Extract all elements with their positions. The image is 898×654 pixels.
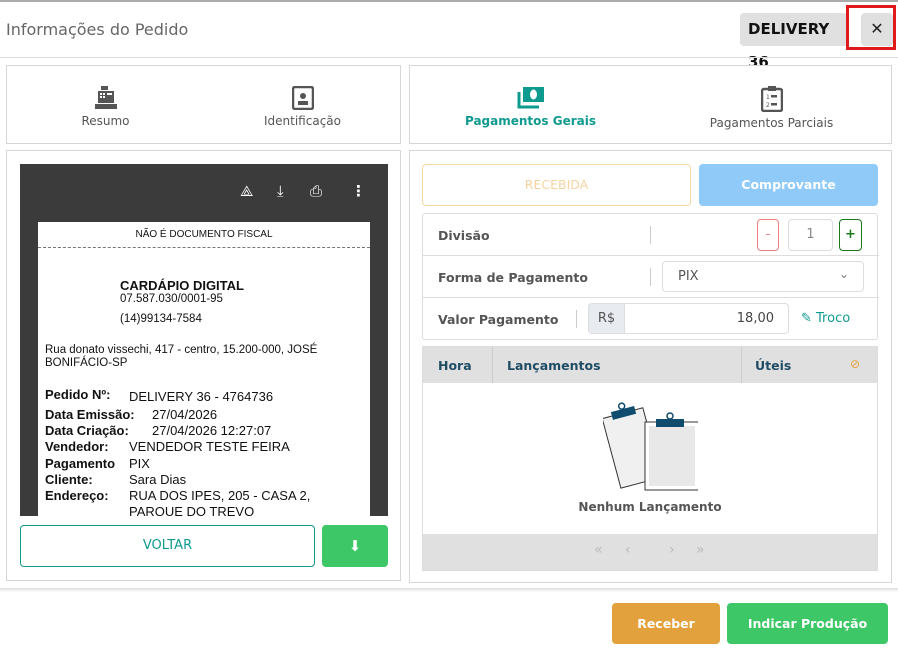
separator xyxy=(650,226,651,244)
forma-select[interactable]: PIX ⌄ xyxy=(662,261,864,292)
eye-slash-icon[interactable]: ⊘ xyxy=(850,357,861,371)
table-header: Hora Lançamentos Úteis ⊘ xyxy=(423,347,877,383)
field-value: 27/04/2026 12:27:07 xyxy=(152,423,272,438)
field-value: PIX xyxy=(129,456,150,471)
separator xyxy=(650,268,651,286)
print-icon[interactable]: ⎙ xyxy=(310,182,323,200)
field-value: Sara Dias xyxy=(129,472,187,487)
forma-value: PIX xyxy=(678,269,699,284)
field-label: Vendedor: xyxy=(45,439,109,454)
indicar-producao-button[interactable]: Indicar Produção xyxy=(727,603,888,644)
footer-divider xyxy=(0,588,898,592)
field-label: Cliente: xyxy=(45,472,93,487)
cash-register-icon xyxy=(94,86,117,109)
company-cnpj: 07.587.030/0001-95 xyxy=(120,293,223,305)
clipboard-list-icon: 12 xyxy=(760,86,783,112)
pager: « ‹ › » xyxy=(423,534,877,570)
col-divider xyxy=(741,347,742,383)
edit-note-icon: ✎ xyxy=(801,311,817,326)
tab-label: Pagamentos Gerais xyxy=(464,114,596,128)
last-page-button[interactable]: » xyxy=(696,542,705,558)
modal-title: Informações do Pedido xyxy=(6,20,189,39)
col-hora: Hora xyxy=(438,358,472,373)
recebida-button[interactable]: RECEBIDA xyxy=(422,164,691,206)
download-icon[interactable]: ⤓ xyxy=(277,182,284,200)
field-value: 27/04/2026 xyxy=(152,407,218,422)
forma-row: Forma de Pagamento PIX ⌄ xyxy=(423,256,879,298)
payment-form: Divisão - 1 + Forma de Pagamento PIX ⌄ V… xyxy=(422,213,879,340)
prev-page-button[interactable]: ‹ xyxy=(625,542,631,558)
tab-pagamentos-gerais[interactable]: Pagamentos Gerais xyxy=(410,66,651,144)
field-value: VENDEDOR TESTE FEIRA xyxy=(129,439,290,454)
download-button[interactable]: ⬇ xyxy=(322,525,388,567)
troco-button[interactable]: ✎ Troco xyxy=(801,311,850,326)
currency-prefix: R$ xyxy=(588,303,625,334)
company-phone: (14)99134-7584 xyxy=(120,313,202,325)
troco-label: Troco xyxy=(816,311,851,326)
download-icon: ⬇ xyxy=(348,537,362,555)
divisao-label: Divisão xyxy=(438,228,490,243)
divisao-input[interactable]: 1 xyxy=(788,219,833,251)
tab-identificacao[interactable]: Identificação xyxy=(204,66,401,144)
valor-row: Valor Pagamento R$ 18,00 ✎ Troco xyxy=(423,298,879,340)
back-button[interactable]: VOLTAR xyxy=(20,525,315,567)
plus-button[interactable]: + xyxy=(839,219,862,251)
empty-clipboard-icon xyxy=(603,402,698,491)
comprovante-button[interactable]: Comprovante xyxy=(699,164,878,206)
field-value: DELIVERY 36 - 4764736 xyxy=(129,389,274,404)
money-bill-icon xyxy=(517,87,544,109)
minus-button[interactable]: - xyxy=(757,219,779,251)
tab-label: Pagamentos Parciais xyxy=(709,116,834,130)
first-page-button[interactable]: « xyxy=(594,542,603,558)
pdf-viewer[interactable]: ⟁ ⤓ ⎙ ⋮ NÃO É DOCUMENTO FISCAL CARDÁPIO … xyxy=(20,164,388,516)
divider xyxy=(0,57,898,58)
id-badge-icon xyxy=(291,86,314,110)
valor-label: Valor Pagamento xyxy=(438,312,559,327)
next-page-button[interactable]: › xyxy=(669,542,675,558)
forma-label: Forma de Pagamento xyxy=(438,270,588,285)
separator xyxy=(576,310,577,328)
field-label: Data Criação: xyxy=(45,423,129,438)
highlight-box xyxy=(846,5,896,50)
tab-resumo[interactable]: Resumo xyxy=(7,66,204,144)
empty-message: Nenhum Lançamento xyxy=(578,500,722,514)
receber-button[interactable]: Receber xyxy=(612,603,720,644)
tab-label: Resumo xyxy=(81,114,130,128)
receipt-notice: NÃO É DOCUMENTO FISCAL xyxy=(38,222,370,248)
col-lancamentos: Lançamentos xyxy=(507,358,601,373)
svg-text:1: 1 xyxy=(766,94,770,101)
receipt-document: NÃO É DOCUMENTO FISCAL CARDÁPIO DIGITAL … xyxy=(38,222,370,516)
address-line2: BONIFÁCIO-SP xyxy=(45,357,128,369)
field-label: Data Emissão: xyxy=(45,407,135,422)
field-label: Endereço: xyxy=(45,488,109,503)
company-name: CARDÁPIO DIGITAL xyxy=(120,278,244,293)
chevron-down-icon: ⌄ xyxy=(838,267,849,281)
left-tabs: Resumo Identificação xyxy=(6,65,401,144)
address-line1: Rua donato vissechi, 417 - centro, 15.20… xyxy=(45,344,318,356)
valor-input[interactable]: 18,00 xyxy=(625,303,789,334)
order-badge: DELIVERY 36 xyxy=(740,13,848,71)
svg-text:2: 2 xyxy=(766,102,770,109)
close-button[interactable]: ✕ xyxy=(861,13,893,46)
field-label: Pedido Nº: xyxy=(45,387,111,402)
field-value: PARQUE DO TREVO xyxy=(129,504,255,516)
col-divider xyxy=(492,347,493,383)
divisao-row: Divisão - 1 + xyxy=(423,214,879,256)
top-border xyxy=(0,0,898,2)
field-value: RUA DOS IPES, 205 - CASA 2, xyxy=(129,488,311,503)
launches-table: Hora Lançamentos Úteis ⊘ Nenhum Lançamen… xyxy=(422,346,878,571)
field-label: Pagamento xyxy=(45,456,116,471)
close-icon: ✕ xyxy=(870,19,884,38)
more-vert-icon[interactable]: ⋮ xyxy=(351,182,366,200)
drive-add-icon[interactable]: ⟁ xyxy=(240,182,254,200)
col-uteis: Úteis xyxy=(755,358,792,373)
tab-label: Identificação xyxy=(264,114,341,128)
